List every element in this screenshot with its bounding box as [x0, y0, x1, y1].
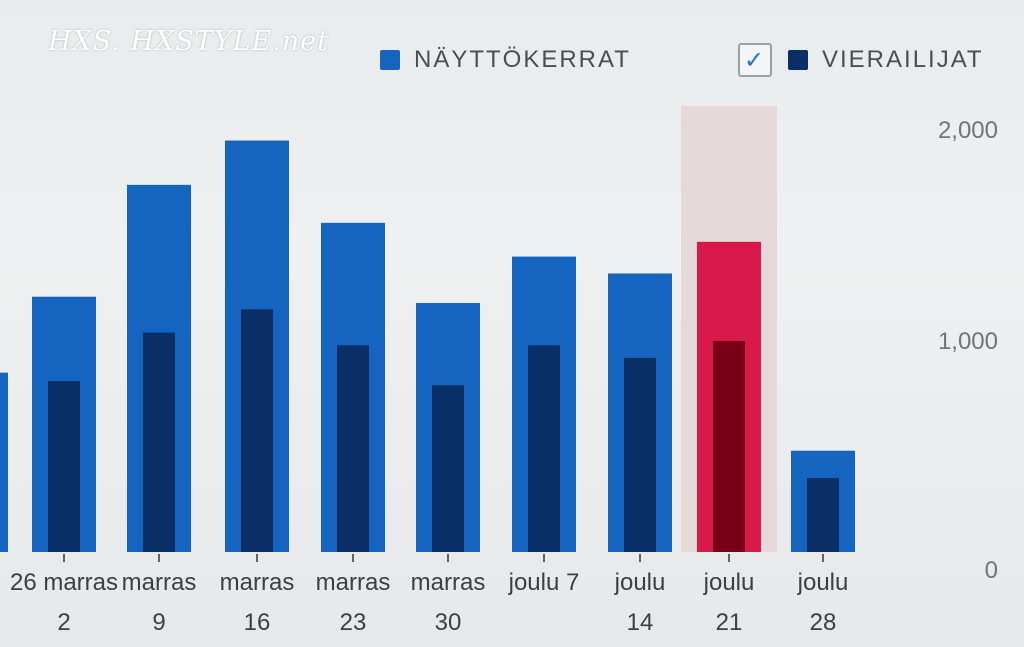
bar-visitors[interactable] — [624, 357, 656, 552]
y-tick-label: 1,000 — [938, 328, 998, 355]
x-tick-label: joulu — [703, 569, 755, 596]
x-tick-label: 23 — [340, 609, 367, 636]
x-tick-label: 26 marras — [10, 569, 118, 596]
bar-visitors[interactable] — [713, 341, 745, 552]
x-tick-label: 21 — [716, 609, 743, 636]
x-tick-label: 28 — [810, 609, 837, 636]
x-tick-label: 16 — [244, 609, 271, 636]
legend-label-visitors: VIERAILIJAT — [822, 46, 984, 73]
bar-visitors[interactable] — [807, 478, 839, 552]
x-tick-label: joulu — [614, 569, 666, 596]
visitors-checkbox[interactable]: ✓ — [738, 43, 772, 77]
bar-visitors[interactable] — [241, 309, 273, 552]
x-tick-label: 14 — [627, 609, 654, 636]
x-tick-label: 30 — [435, 609, 462, 636]
y-tick-label: 0 — [985, 557, 998, 584]
x-tick-label: marras — [411, 569, 486, 596]
bar-visitors[interactable] — [143, 332, 175, 552]
x-tick-label: marras — [316, 569, 391, 596]
legend-swatch-visitors — [788, 50, 808, 70]
x-tick-label: marras — [220, 569, 295, 596]
legend-item-views[interactable]: NÄYTTÖKERRAT — [380, 42, 631, 78]
bar-visitors[interactable] — [432, 385, 464, 552]
legend-item-visitors[interactable]: ✓ VIERAILIJAT — [738, 42, 984, 78]
x-tick-label: 9 — [152, 609, 165, 636]
bar-views[interactable] — [0, 372, 8, 552]
x-tick-label: joulu — [797, 569, 849, 596]
bar-visitors[interactable] — [48, 381, 80, 552]
watermark: HXS. HXSTYLE.net — [48, 26, 330, 57]
bar-visitors[interactable] — [337, 345, 369, 552]
x-tick-label: marras — [122, 569, 197, 596]
x-tick-label: joulu 7 — [508, 569, 580, 596]
check-icon: ✓ — [743, 46, 767, 74]
legend-label-views: NÄYTTÖKERRAT — [414, 46, 631, 73]
legend-swatch-views — [380, 50, 400, 70]
bar-visitors[interactable] — [528, 345, 560, 552]
x-tick-label: 2 — [57, 609, 70, 636]
y-tick-label: 2,000 — [938, 117, 998, 144]
